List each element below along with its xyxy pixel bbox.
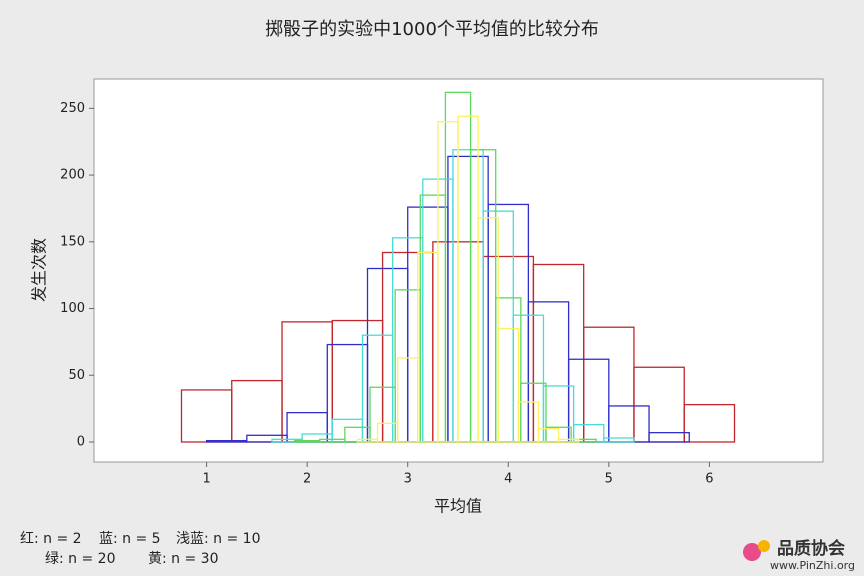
annotation: 浅蓝: n = 10 [176,531,261,547]
x-tick-label: 6 [705,472,713,487]
y-tick-label: 0 [77,434,85,449]
x-tick-label: 4 [504,472,512,487]
histogram-bar [648,431,690,443]
histogram-bar [603,437,635,443]
histogram-bar [570,438,597,443]
y-tick-label: 150 [60,234,85,249]
histogram-bar [537,427,560,443]
watermark: 品质协会 [777,538,845,559]
histogram-bar [557,438,580,443]
x-tick-label: 1 [202,472,210,487]
x-tick-label: 5 [605,472,613,487]
histogram-bar [683,403,736,443]
y-tick-label: 250 [60,101,85,116]
annotation: 红: n = 2 [20,531,82,547]
watermark: www.PinZhi.org [770,559,855,572]
chart-title: 掷骰子的实验中1000个平均值的比较分布 [265,19,599,40]
logo-icon [758,540,770,552]
x-axis-label: 平均值 [434,497,482,516]
histogram-bar [497,327,519,443]
annotation: 黄: n = 30 [148,550,219,567]
y-tick-label: 100 [60,301,85,316]
y-tick-label: 200 [60,168,85,183]
annotation: 蓝: n = 5 [99,531,161,547]
annotation: 绿: n = 20 [45,551,116,567]
logo-icon [743,543,761,561]
y-tick-label: 50 [68,368,85,383]
x-tick-label: 3 [404,472,412,487]
histogram-bar [517,401,540,443]
x-tick-label: 2 [303,472,311,487]
y-axis-label: 发生次数 [30,238,49,302]
